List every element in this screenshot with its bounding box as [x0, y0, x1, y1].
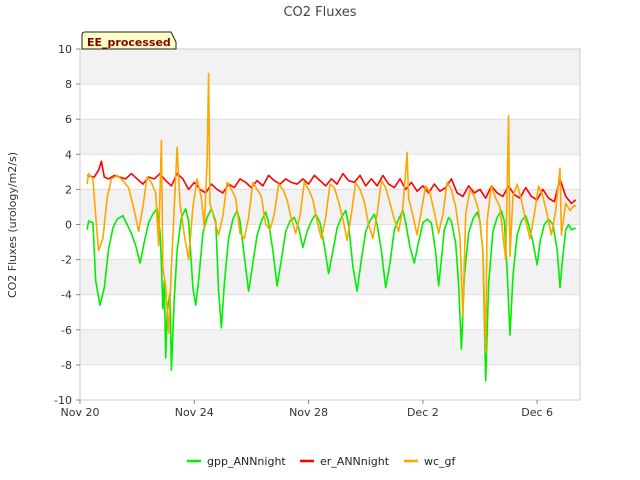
x-axis: Nov 20 Nov 24 Nov 28 Dec 2 Dec 6 — [61, 400, 553, 419]
legend-label: gpp_ANNnight — [207, 455, 286, 468]
series-line-gpp-annnight — [86, 207, 577, 382]
processing-badge: EE_processed — [81, 31, 177, 50]
y-axis: -10 -8 -6 -4 -2 0 2 4 6 8 10 — [54, 43, 80, 407]
y-tick-label: -4 — [61, 289, 72, 302]
chart-title: CO2 Fluxes — [283, 5, 356, 20]
y-tick-label: 6 — [65, 113, 72, 126]
y-tick-label: 8 — [65, 78, 72, 91]
y-tick-label: 4 — [65, 148, 72, 161]
series-line-wc-gf — [86, 72, 577, 354]
legend-item-wc-gf: wc_gf — [404, 455, 457, 468]
legend-item-gpp-annnight: gpp_ANNnight — [187, 455, 286, 468]
y-tick-label: 2 — [65, 183, 72, 196]
x-tick-label: Dec 6 — [521, 406, 553, 419]
y-tick-label: 0 — [65, 219, 72, 232]
badge-label: EE_processed — [87, 36, 171, 49]
series-line-er-annnight — [86, 160, 577, 205]
y-tick-label: -2 — [61, 254, 72, 267]
y-tick-label: -6 — [61, 324, 72, 337]
grid-band — [80, 119, 580, 155]
y-tick-label: -8 — [61, 359, 72, 372]
y-tick-label: 10 — [58, 43, 72, 56]
legend-item-er-annnight: er_ANNnight — [300, 455, 390, 468]
x-tick-label: Dec 2 — [407, 406, 439, 419]
grid-band — [80, 329, 580, 365]
x-tick-label: Nov 28 — [289, 406, 328, 419]
y-axis-title: CO2 Fluxes (urology/m2/s) — [6, 152, 19, 298]
x-tick-label: Nov 20 — [61, 406, 100, 419]
legend: gpp_ANNnight er_ANNnight wc_gf — [187, 455, 457, 468]
series-layer — [86, 72, 577, 382]
grid-band — [80, 49, 580, 85]
legend-label: wc_gf — [424, 455, 457, 468]
y-tick-label: -10 — [54, 394, 72, 407]
x-tick-label: Nov 24 — [175, 406, 214, 419]
legend-label: er_ANNnight — [320, 455, 390, 468]
